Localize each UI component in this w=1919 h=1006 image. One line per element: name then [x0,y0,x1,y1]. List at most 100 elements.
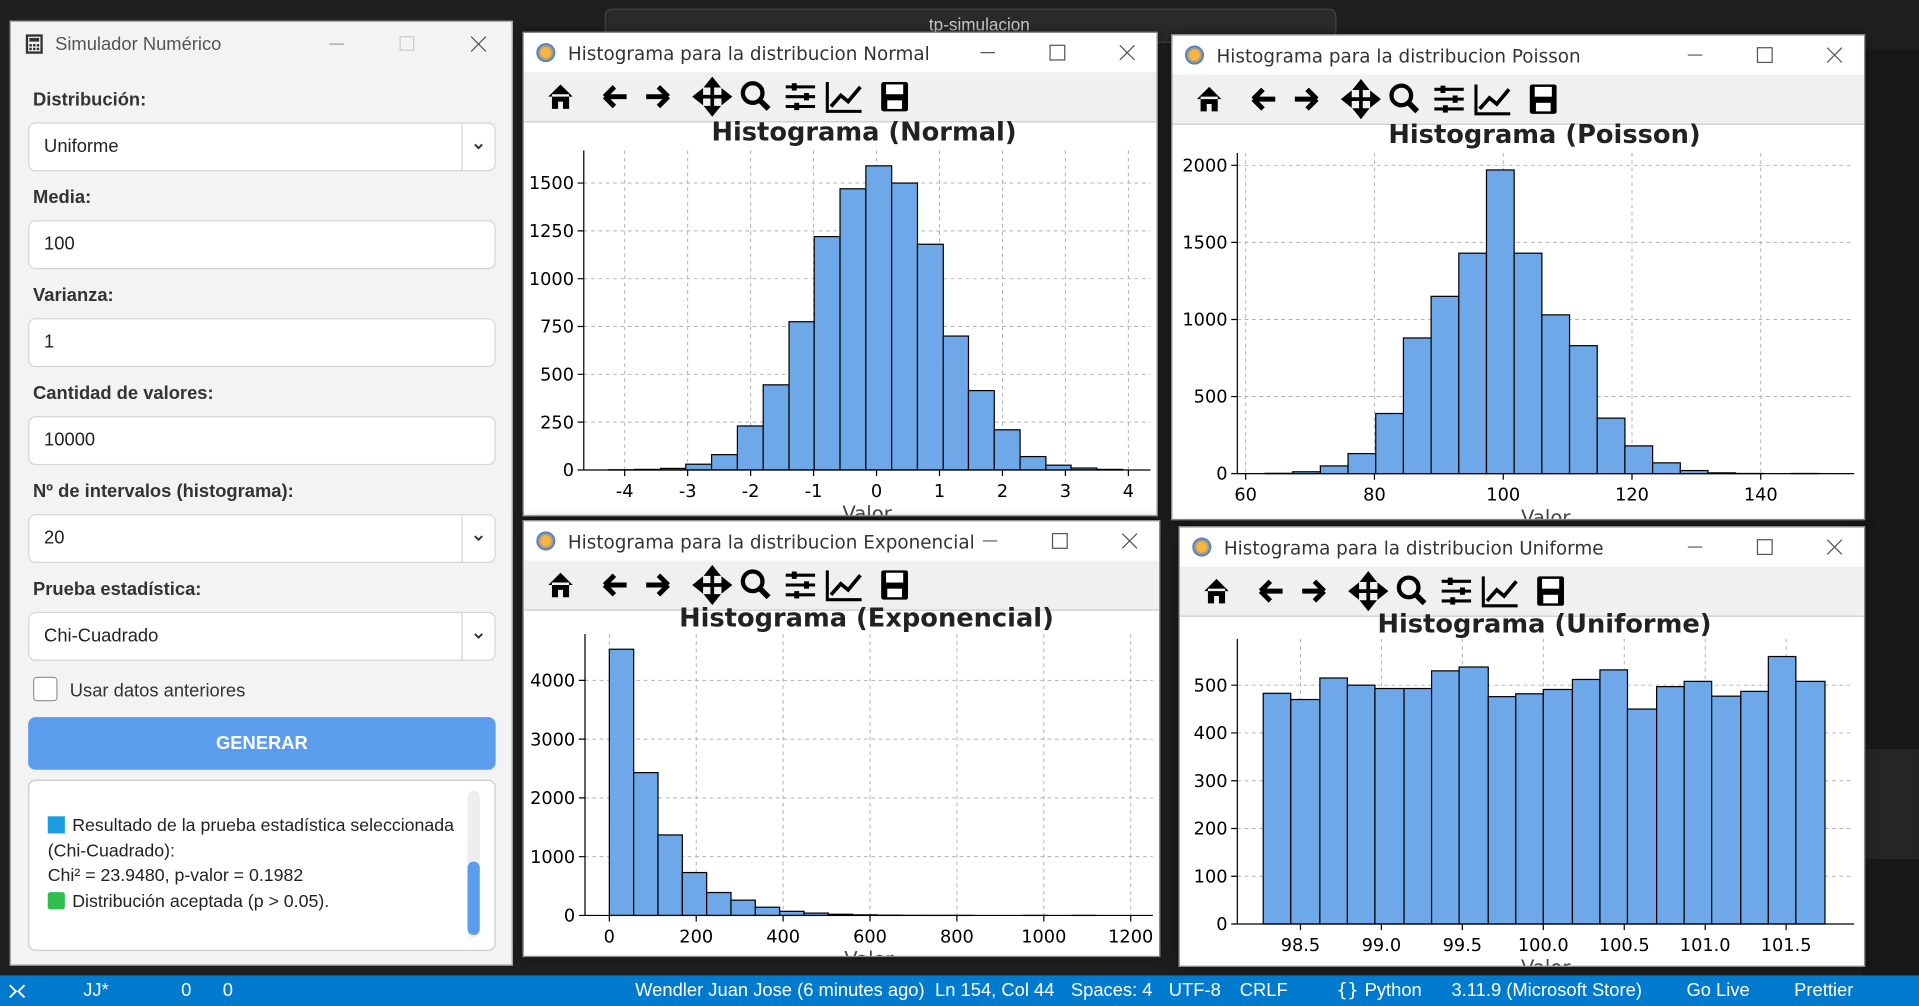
dropdown[interactable]: Chi-Cuadrado [28,611,496,661]
braces-icon: {} [1336,979,1359,1002]
bar [736,425,764,471]
x-tick-label: 100.0 [1518,936,1569,956]
window-controls[interactable] [327,34,498,54]
field-label: Nº de intervalos (histograma): [33,480,294,502]
plot-window: Histograma para la distribucion Poisson … [1171,34,1866,521]
bar [1458,666,1489,925]
bar [865,165,893,471]
app-icon [25,34,43,54]
bar [1711,695,1742,925]
eol[interactable]: CRLF [1239,980,1288,1002]
scroll-thumb[interactable] [467,861,480,936]
check-icon [47,891,65,909]
bar [1541,314,1571,475]
y-tick-label: 400 [1194,724,1228,744]
bar [762,384,790,471]
bar [754,906,781,917]
dropdown[interactable]: 20 [28,514,496,563]
plot-window: Histograma para la distribucion Normal 0… [522,31,1158,517]
chart-title: Histograma (Poisson) [1388,120,1700,150]
bar [1599,669,1629,925]
warnings[interactable]: 0 [222,980,233,1002]
field-value: 10000 [44,429,96,451]
y-tick-label: 300 [1194,772,1228,792]
remote-icon[interactable] [0,975,51,1006]
dropdown-arrow [461,123,494,171]
y-tick-label: 500 [1194,676,1228,696]
scrollbar[interactable] [467,790,480,938]
y-tick-label: 200 [1194,820,1228,840]
bar [1319,677,1349,925]
bar [1626,708,1658,925]
window-controls[interactable] [1687,537,1847,557]
field-label: Cantidad de valores: [33,383,214,404]
bar [1651,462,1681,475]
y-tick-label: 3000 [530,730,575,750]
toolbar [523,560,1159,611]
window-controls[interactable] [1687,45,1847,65]
y-tick-label: 500 [540,365,574,385]
bar [1402,337,1432,475]
bar [1290,698,1321,925]
field-label: Distribución: [33,89,147,111]
go-live[interactable]: Go Live [1686,980,1750,1002]
x-tick-label: 140 [1744,486,1778,506]
y-tick-label: 1000 [529,270,574,290]
bar [657,834,683,917]
git-blame[interactable]: Wendler Juan Jose (6 minutes ago) [635,980,925,1002]
generate-button[interactable]: GENERAR [28,717,496,770]
encoding[interactable]: UTF-8 [1168,980,1221,1002]
bar [779,910,805,917]
result-verdict: Distribución aceptada (p > 0.05). [72,891,330,912]
toolbar-icons[interactable] [541,561,909,616]
text-input[interactable]: 1 [28,318,496,368]
bar [710,454,739,471]
window-title: Simulador Numérico [55,34,222,56]
bar [813,235,841,471]
branch[interactable]: JJ* [83,980,109,1002]
toolbar-icons[interactable] [1190,75,1557,130]
toolbar-icons[interactable] [1197,567,1565,622]
toolbar-icons[interactable] [541,72,909,127]
result-text: Resultado de la prueba estadística selec… [47,814,464,914]
indentation[interactable]: Spaces: 4 [1070,980,1153,1002]
y-tick-label: 250 [540,413,574,433]
y-tick-label: 750 [540,318,574,338]
y-tick-label: 1500 [529,174,574,194]
dropdown[interactable]: Uniforme [28,122,496,172]
y-tick-label: 2000 [530,789,575,809]
app-icon [534,41,557,64]
text-input[interactable]: 100 [28,220,496,270]
window-controls[interactable] [980,43,1139,63]
window-controls[interactable] [982,531,1142,551]
checkbox-label: Usar datos anteriores [69,680,246,702]
language[interactable]: Python [1364,980,1422,1002]
chart: 0 250 500 750 1000 1250 1500 -4 -3 -2 -1 0 1 2 3 4 Histo… [529,118,1151,515]
bar [706,891,732,917]
interpreter[interactable]: 3.11.9 (Microsoft Store) [1451,980,1642,1002]
y-tick-label: 1000 [1182,311,1227,331]
bar [788,321,815,471]
errors[interactable]: 0 [181,980,192,1002]
checkbox[interactable] [33,676,58,702]
x-tick-label: 1200 [1108,927,1153,947]
panel [1862,748,1919,860]
y-tick-label: 2000 [1182,156,1227,176]
cursor-position[interactable]: Ln 154, Col 44 [935,980,1055,1002]
x-tick-label: 800 [940,927,974,947]
window-title: Histograma para la distribucion Normal [567,42,930,65]
text-input[interactable]: 10000 [28,416,496,466]
bar [1430,670,1460,925]
bar [916,243,944,471]
bar [1740,690,1769,925]
x-tick-label: 1 [934,482,945,502]
prettier[interactable]: Prettier [1794,980,1854,1002]
bar [1262,692,1292,925]
toolbar [523,72,1157,123]
field-label: Media: [33,187,92,209]
bar [1571,678,1601,925]
x-tick-label: 60 [1234,486,1257,506]
field-value: Uniforme [44,135,119,157]
x-tick-label: 120 [1615,486,1649,506]
